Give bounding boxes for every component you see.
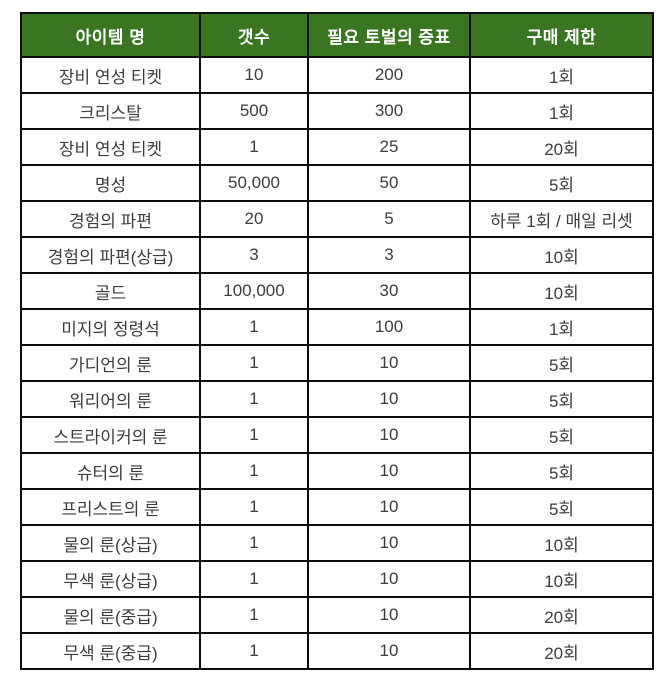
token-cost-cell: 30: [307, 272, 471, 310]
purchase-limit-cell: 5회: [469, 380, 654, 418]
item-name-cell: 무색 룬(중급): [20, 632, 201, 670]
purchase-limit-cell: 1회: [469, 308, 654, 346]
purchase-limit-cell: 1회: [469, 56, 654, 94]
count-cell: 1: [199, 416, 309, 454]
item-name-cell: 슈터의 룬: [20, 452, 201, 490]
count-cell: 1: [199, 380, 309, 418]
token-cost-cell: 50: [307, 164, 471, 202]
purchase-limit-cell: 1회: [469, 92, 654, 130]
count-cell: 1: [199, 452, 309, 490]
token-cost-cell: 200: [307, 56, 471, 94]
item-name-cell: 명성: [20, 164, 201, 202]
purchase-limit-cell: 20회: [469, 632, 654, 670]
token-cost-cell: 3: [307, 236, 471, 274]
item-name-cell: 경험의 파편(상급): [20, 236, 201, 274]
table-row: 물의 룬(중급) 1 10 20회: [20, 596, 654, 634]
token-cost-cell: 5: [307, 200, 471, 238]
item-name-cell: 물의 룬(상급): [20, 524, 201, 562]
count-cell: 1: [199, 344, 309, 382]
table-row: 골드 100,000 30 10회: [20, 272, 654, 310]
purchase-limit-cell: 5회: [469, 164, 654, 202]
table-row: 장비 연성 티켓 10 200 1회: [20, 56, 654, 94]
token-cost-cell: 10: [307, 596, 471, 634]
table-row: 스트라이커의 룬 1 10 5회: [20, 416, 654, 454]
token-cost-cell: 10: [307, 452, 471, 490]
column-header: 필요 토벌의 증표: [307, 12, 471, 58]
purchase-limit-cell: 10회: [469, 524, 654, 562]
count-cell: 20: [199, 200, 309, 238]
count-cell: 10: [199, 56, 309, 94]
table-row: 프리스트의 룬 1 10 5회: [20, 488, 654, 526]
item-name-cell: 프리스트의 룬: [20, 488, 201, 526]
count-cell: 1: [199, 632, 309, 670]
item-name-cell: 골드: [20, 272, 201, 310]
purchase-limit-cell: 20회: [469, 128, 654, 166]
purchase-limit-cell: 5회: [469, 416, 654, 454]
count-cell: 1: [199, 488, 309, 526]
column-header: 아이템 명: [20, 12, 201, 58]
table-row: 워리어의 룬 1 10 5회: [20, 380, 654, 418]
table-row: 경험의 파편(상급) 3 3 10회: [20, 236, 654, 274]
count-cell: 50,000: [199, 164, 309, 202]
header-row: 아이템 명 갯수 필요 토벌의 증표 구매 제한: [20, 12, 654, 58]
item-name-cell: 장비 연성 티켓: [20, 56, 201, 94]
purchase-limit-cell: 하루 1회 / 매일 리셋: [469, 200, 654, 238]
table-row: 크리스탈 500 300 1회: [20, 92, 654, 130]
table-row: 가디언의 룬 1 10 5회: [20, 344, 654, 382]
table-row: 무색 룬(상급) 1 10 10회: [20, 560, 654, 598]
token-cost-cell: 25: [307, 128, 471, 166]
table-row: 물의 룬(상급) 1 10 10회: [20, 524, 654, 562]
item-name-cell: 미지의 정령석: [20, 308, 201, 346]
purchase-limit-cell: 5회: [469, 488, 654, 526]
item-name-cell: 물의 룬(중급): [20, 596, 201, 634]
count-cell: 1: [199, 596, 309, 634]
count-cell: 1: [199, 308, 309, 346]
column-header: 갯수: [199, 12, 309, 58]
item-name-cell: 워리어의 룬: [20, 380, 201, 418]
column-header: 구매 제한: [469, 12, 654, 58]
item-name-cell: 장비 연성 티켓: [20, 128, 201, 166]
table-row: 슈터의 룬 1 10 5회: [20, 452, 654, 490]
count-cell: 500: [199, 92, 309, 130]
token-cost-cell: 10: [307, 380, 471, 418]
purchase-limit-cell: 10회: [469, 236, 654, 274]
table-row: 무색 룬(중급) 1 10 20회: [20, 632, 654, 670]
item-name-cell: 무색 룬(상급): [20, 560, 201, 598]
purchase-limit-cell: 5회: [469, 452, 654, 490]
token-cost-cell: 100: [307, 308, 471, 346]
token-cost-cell: 10: [307, 560, 471, 598]
purchase-limit-cell: 5회: [469, 344, 654, 382]
token-cost-cell: 10: [307, 488, 471, 526]
item-name-cell: 가디언의 룬: [20, 344, 201, 382]
table-row: 미지의 정령석 1 100 1회: [20, 308, 654, 346]
table-row: 장비 연성 티켓 1 25 20회: [20, 128, 654, 166]
count-cell: 1: [199, 128, 309, 166]
count-cell: 100,000: [199, 272, 309, 310]
count-cell: 1: [199, 524, 309, 562]
table-row: 경험의 파편 20 5 하루 1회 / 매일 리셋: [20, 200, 654, 238]
token-cost-cell: 10: [307, 416, 471, 454]
purchase-limit-cell: 10회: [469, 272, 654, 310]
item-name-cell: 스트라이커의 룬: [20, 416, 201, 454]
count-cell: 1: [199, 560, 309, 598]
item-shop-table: 아이템 명 갯수 필요 토벌의 증표 구매 제한 장비 연성 티켓 10 200 1회 크리스…: [20, 12, 654, 670]
purchase-limit-cell: 20회: [469, 596, 654, 634]
item-name-cell: 경험의 파편: [20, 200, 201, 238]
table-row: 명성 50,000 50 5회: [20, 164, 654, 202]
count-cell: 3: [199, 236, 309, 274]
item-name-cell: 크리스탈: [20, 92, 201, 130]
token-cost-cell: 10: [307, 524, 471, 562]
token-cost-cell: 10: [307, 344, 471, 382]
token-cost-cell: 300: [307, 92, 471, 130]
purchase-limit-cell: 10회: [469, 560, 654, 598]
token-cost-cell: 10: [307, 632, 471, 670]
